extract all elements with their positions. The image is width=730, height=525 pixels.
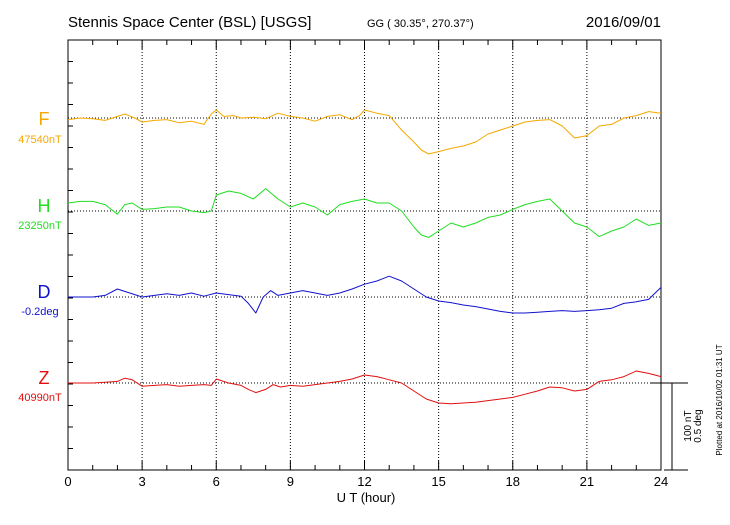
grid-layer	[68, 40, 661, 470]
series-name-f: F	[39, 109, 50, 129]
x-tick-label: 21	[580, 474, 594, 489]
date-label: 2016/09/01	[586, 14, 661, 31]
scale-bar: 100 nT 0.5 deg	[651, 382, 704, 471]
series-layer	[67, 109, 662, 405]
x-tick-label: 0	[64, 474, 71, 489]
tick-layer	[67, 39, 662, 471]
series-name-z: Z	[39, 368, 50, 388]
x-tick-label: 12	[357, 474, 371, 489]
x-tick-label: 6	[213, 474, 220, 489]
series-line-f	[67, 109, 662, 155]
x-tick-label: 18	[506, 474, 520, 489]
series-baseline-d: -0.2deg	[21, 306, 58, 318]
plotted-timestamp: Plotted at 2016/10/02 01:31 UT	[715, 344, 724, 455]
scale-bar-nt-label: 100 nT	[683, 410, 694, 441]
scale-bar-deg-label: 0.5 deg	[693, 409, 704, 442]
x-tick-label: 24	[654, 474, 668, 489]
x-tick-label: 3	[139, 474, 146, 489]
series-baseline-f: 47540nT	[18, 134, 62, 146]
series-name-d: D	[38, 282, 51, 302]
series-line-z	[68, 370, 662, 405]
x-tick-label: 15	[431, 474, 445, 489]
x-tick-label: 9	[287, 474, 294, 489]
series-name-h: H	[38, 196, 51, 216]
series-baseline-z: 40990nT	[18, 392, 62, 404]
x-axis-title: U T (hour)	[337, 490, 396, 505]
label-layer: 0 3 6 9 12 15 18 21 24 F 47540nT H 23250nT D -0.2deg Z 4…	[18, 109, 668, 489]
coordinates-label: GG ( 30.35°, 270.37°)	[367, 18, 474, 30]
station-title: Stennis Space Center (BSL) [USGS]	[68, 14, 311, 31]
plot-frame	[67, 39, 662, 471]
series-line-d	[68, 275, 662, 314]
series-baseline-h: 23250nT	[18, 220, 62, 232]
series-line-h	[67, 188, 662, 238]
